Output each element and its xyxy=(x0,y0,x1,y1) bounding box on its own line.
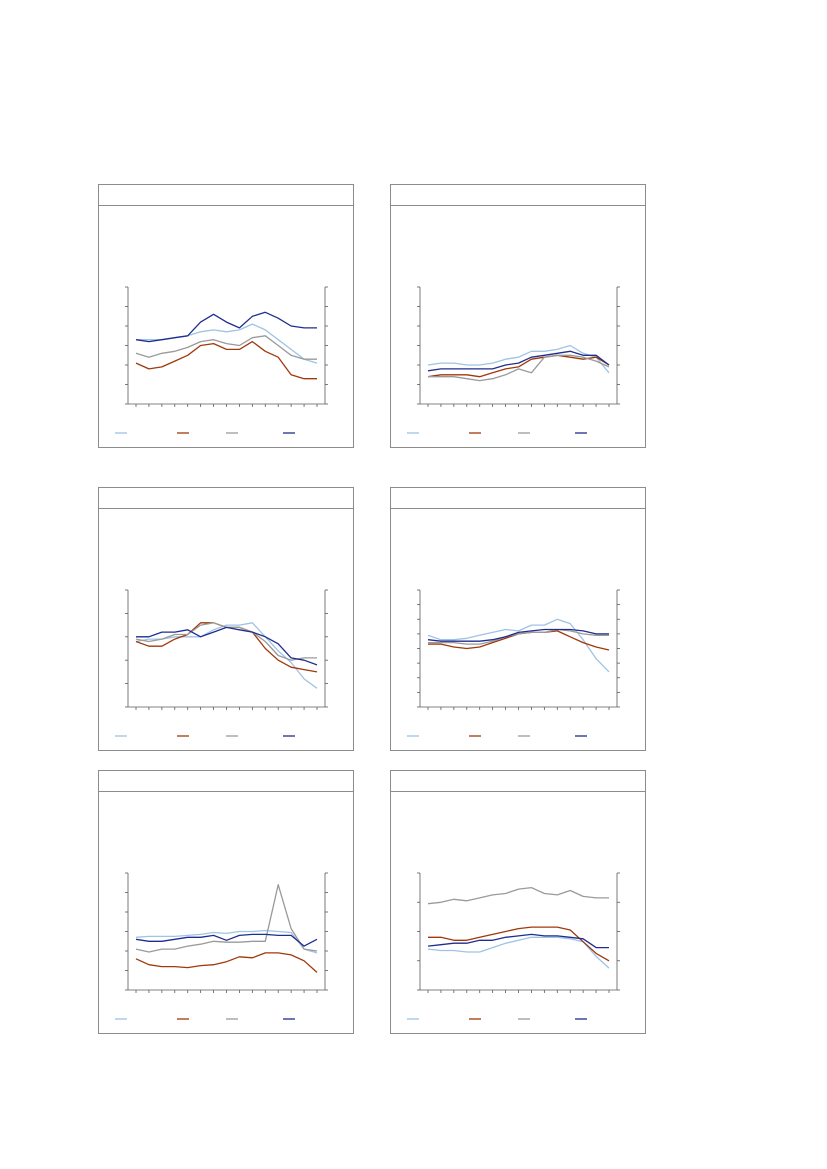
series-line-3 xyxy=(135,335,317,360)
series-line-4 xyxy=(427,628,609,642)
series-line-2 xyxy=(135,952,318,973)
chart-title xyxy=(391,771,645,792)
chart-panel-6 xyxy=(390,770,646,1034)
series-line-2 xyxy=(135,340,317,380)
series-line-1 xyxy=(427,344,610,374)
chart-panel-4 xyxy=(390,487,646,751)
series-line-3 xyxy=(427,886,609,905)
series-line-4 xyxy=(136,626,318,666)
chart-panel-1 xyxy=(98,184,354,448)
chart-title xyxy=(99,185,353,206)
chart-title xyxy=(391,185,645,206)
series-line-1 xyxy=(427,936,610,969)
series-line-3 xyxy=(135,884,318,953)
chart-panel-3 xyxy=(98,487,354,751)
series-line-2 xyxy=(427,354,610,378)
chart-title xyxy=(99,771,353,792)
series-line-2 xyxy=(428,926,610,962)
chart-title xyxy=(99,488,353,509)
series-line-4 xyxy=(135,311,317,343)
series-line-1 xyxy=(427,618,610,673)
series-line-2 xyxy=(135,622,318,673)
series-line-3 xyxy=(428,354,610,382)
series-line-4 xyxy=(427,933,609,949)
line-chart-3 xyxy=(115,589,328,737)
series-line-4 xyxy=(427,350,610,372)
chart-panel-2 xyxy=(390,184,646,448)
series-line-3 xyxy=(428,628,609,645)
chart-panel-5 xyxy=(98,770,354,1034)
series-line-3 xyxy=(135,622,317,661)
series-line-1 xyxy=(135,929,318,954)
series-line-4 xyxy=(135,933,318,947)
line-chart-1 xyxy=(115,286,328,434)
line-chart-5 xyxy=(115,872,328,1020)
line-chart-4 xyxy=(407,589,620,737)
line-chart-2 xyxy=(407,286,620,434)
chart-title xyxy=(391,488,645,509)
line-chart-6 xyxy=(407,872,620,1020)
